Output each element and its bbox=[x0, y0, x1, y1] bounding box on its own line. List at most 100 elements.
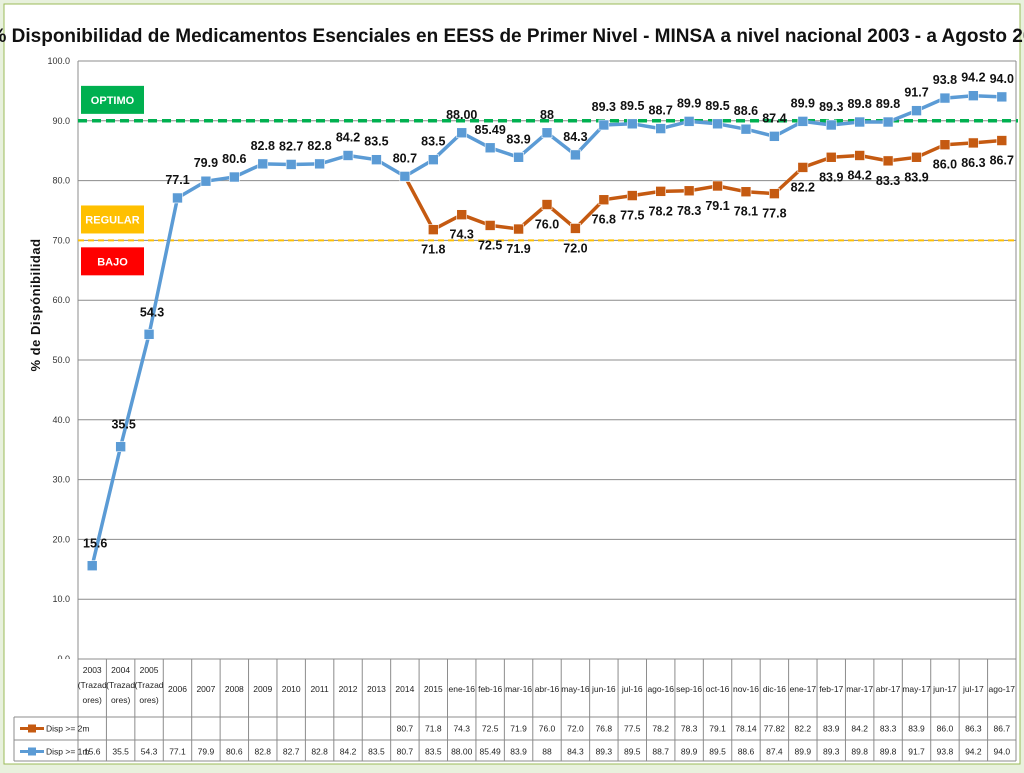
table-cell: 82.2 bbox=[795, 724, 812, 734]
table-cell: 89.5 bbox=[709, 747, 726, 757]
x-tick-label: 2011 bbox=[310, 684, 329, 694]
data-label: 77.8 bbox=[762, 207, 786, 221]
x-tick-label: (Trazad bbox=[106, 680, 135, 690]
x-tick-label: nov-16 bbox=[733, 684, 759, 694]
table-cell: 77.82 bbox=[764, 724, 786, 734]
x-tick-label: 2009 bbox=[253, 684, 272, 694]
data-point bbox=[655, 186, 666, 197]
data-point bbox=[314, 158, 325, 170]
zone-badge bbox=[81, 205, 144, 234]
table-cell: 82.7 bbox=[283, 747, 300, 757]
data-point bbox=[769, 131, 780, 142]
legend-entry: Disp >= 1m bbox=[46, 747, 89, 757]
table-cell: 72.0 bbox=[567, 724, 584, 734]
table-cell: 83.9 bbox=[510, 747, 527, 757]
data-label: 82.8 bbox=[307, 139, 331, 153]
data-point bbox=[285, 159, 297, 170]
x-tick-label: sep-16 bbox=[676, 684, 702, 694]
data-label: 80.6 bbox=[222, 152, 246, 166]
table-cell: 89.8 bbox=[880, 747, 897, 757]
data-point bbox=[428, 224, 439, 235]
zone-labels: OPTIMO REGULAR BAJO bbox=[81, 85, 144, 276]
data-label: 89.8 bbox=[876, 97, 900, 111]
table-cell: 78.2 bbox=[652, 724, 669, 734]
data-point bbox=[911, 105, 922, 116]
data-label: 35.5 bbox=[111, 418, 135, 432]
table-cell: 89.8 bbox=[851, 747, 868, 757]
data-point bbox=[456, 209, 468, 220]
x-tick-label: feb-16 bbox=[478, 684, 502, 694]
data-point bbox=[570, 149, 581, 161]
table-cell: 84.2 bbox=[340, 747, 357, 757]
data-point bbox=[598, 119, 610, 131]
table-cell: 77.1 bbox=[169, 747, 186, 757]
data-point bbox=[598, 194, 610, 206]
table-cell: 80.7 bbox=[397, 724, 414, 734]
x-tick-label: 2015 bbox=[424, 684, 443, 694]
data-label: 82.7 bbox=[279, 139, 303, 153]
data-point bbox=[797, 162, 809, 173]
data-label: 76.0 bbox=[535, 218, 559, 232]
x-tick-label: jul-17 bbox=[962, 684, 984, 694]
zone-label: BAJO bbox=[97, 256, 128, 268]
table-cell: 79.9 bbox=[198, 747, 215, 757]
table-cell: 83.9 bbox=[823, 724, 840, 734]
chart-title: % Disponibilidad de Medicamentos Esencia… bbox=[0, 26, 1024, 47]
x-tick-label: 2004 bbox=[111, 665, 130, 675]
y-tick-label: 100.0 bbox=[47, 56, 70, 66]
series-line bbox=[403, 138, 1002, 232]
data-point bbox=[428, 154, 439, 165]
table-cell: 72.5 bbox=[482, 724, 499, 734]
data-label: 89.3 bbox=[592, 100, 616, 114]
table-cell: 88 bbox=[542, 747, 552, 757]
data-point bbox=[570, 223, 581, 234]
data-label: 79.9 bbox=[194, 156, 218, 170]
data-label: 89.5 bbox=[705, 99, 729, 113]
data-point bbox=[825, 119, 837, 131]
x-tick-label: 2007 bbox=[196, 684, 215, 694]
data-label: 71.8 bbox=[421, 243, 445, 257]
x-tick-label: dic-16 bbox=[763, 684, 786, 694]
table-cell: 89.9 bbox=[681, 747, 698, 757]
x-tick-label: ago-16 bbox=[647, 684, 674, 694]
table-cell: 89.9 bbox=[795, 747, 812, 757]
data-point bbox=[626, 190, 638, 201]
data-label: 93.8 bbox=[933, 73, 957, 87]
data-label: 71.9 bbox=[506, 242, 530, 256]
data-point bbox=[854, 116, 865, 128]
table-cell: 89.5 bbox=[624, 747, 641, 757]
threshold-lines bbox=[78, 119, 1018, 242]
zone-badge bbox=[81, 247, 144, 276]
data-label: 87.4 bbox=[762, 111, 786, 125]
legend-marker bbox=[28, 747, 36, 756]
x-tick-label: jun-17 bbox=[932, 684, 957, 694]
data-label: 89.8 bbox=[847, 97, 871, 111]
data-label: 89.9 bbox=[791, 96, 815, 110]
data-point bbox=[882, 155, 894, 167]
data-table: 2003(Trazadores)2004(Trazadores)2005(Tra… bbox=[13, 658, 1017, 762]
data-point bbox=[740, 186, 752, 198]
x-tick-label: feb-17 bbox=[819, 684, 843, 694]
data-label: 88 bbox=[540, 108, 554, 122]
x-tick-label: jun-16 bbox=[591, 684, 616, 694]
y-tick-label: 70.0 bbox=[52, 235, 70, 245]
data-point bbox=[882, 116, 894, 128]
data-point bbox=[740, 123, 752, 135]
data-label: 83.5 bbox=[421, 135, 445, 149]
data-point bbox=[968, 90, 979, 101]
data-point bbox=[712, 118, 723, 130]
data-label: 89.5 bbox=[620, 99, 644, 113]
table-cell: 79.1 bbox=[709, 724, 726, 734]
table-cell: 77.5 bbox=[624, 724, 641, 734]
data-label: 82.2 bbox=[791, 180, 815, 194]
table-cell: 94.0 bbox=[994, 747, 1011, 757]
y-tick-label: 30.0 bbox=[52, 475, 70, 485]
data-point bbox=[655, 123, 666, 134]
data-label: 84.3 bbox=[563, 130, 587, 144]
data-label: 80.7 bbox=[393, 151, 417, 165]
zone-label: REGULAR bbox=[85, 214, 139, 226]
table-cell: 76.0 bbox=[539, 724, 556, 734]
table-cell: 91.7 bbox=[908, 747, 925, 757]
table-cell: 78.3 bbox=[681, 724, 698, 734]
data-label: 54.3 bbox=[140, 305, 164, 319]
